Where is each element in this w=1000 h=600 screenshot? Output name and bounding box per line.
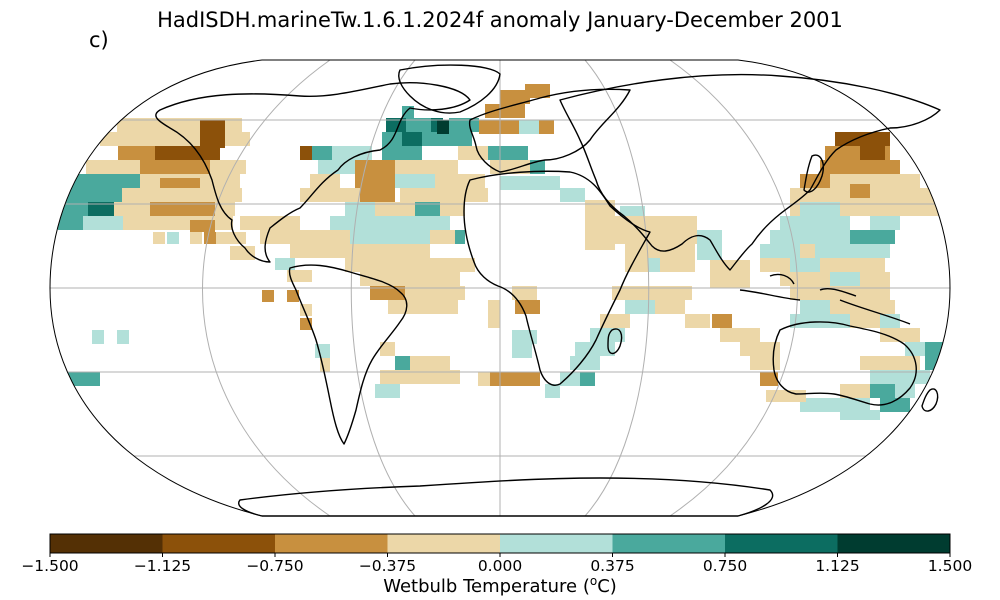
colorbar-label-suffix: C) (597, 576, 617, 597)
colorbar-cell (837, 534, 951, 553)
colorbar-cell (612, 534, 726, 553)
colorbar-tick-label: 1.125 (815, 557, 860, 575)
anomaly-grid-layer (58, 84, 945, 420)
colorbar-tick-label: −0.750 (246, 557, 304, 575)
colorbar-tick-label: −0.375 (358, 557, 417, 575)
colorbar-tick-label: 0.375 (590, 557, 635, 575)
colorbar-tick-label: 1.500 (927, 557, 973, 575)
colorbar-tick-label: 0.000 (477, 557, 523, 575)
colorbar-cell (275, 534, 388, 553)
panel-label: c) (89, 28, 109, 52)
colorbar-tick-label: −1.125 (133, 557, 192, 575)
colorbar-tick-label: 0.750 (702, 557, 748, 575)
colorbar-ticks (49, 553, 951, 557)
colorbar-tick-label: −1.500 (21, 557, 79, 575)
map-title: HadISDH.marineTw.1.6.1.2024f anomaly Jan… (157, 8, 843, 32)
colorbar-label-unit: o (589, 574, 598, 588)
colorbar-cell (500, 534, 613, 553)
colorbar-cell (50, 534, 163, 553)
colorbar-label: Wetbulb Temperature (oC) (0, 574, 1000, 597)
colorbar-cell (162, 534, 276, 553)
colorbar-cells (50, 534, 951, 553)
graticule (50, 60, 950, 516)
colorbar-label-prefix: Wetbulb Temperature ( (383, 576, 590, 597)
globe-outline (49, 59, 951, 517)
coastlines (155, 64, 941, 517)
map-area (49, 59, 951, 517)
colorbar-cell (387, 534, 501, 553)
colorbar-cell (725, 534, 838, 553)
